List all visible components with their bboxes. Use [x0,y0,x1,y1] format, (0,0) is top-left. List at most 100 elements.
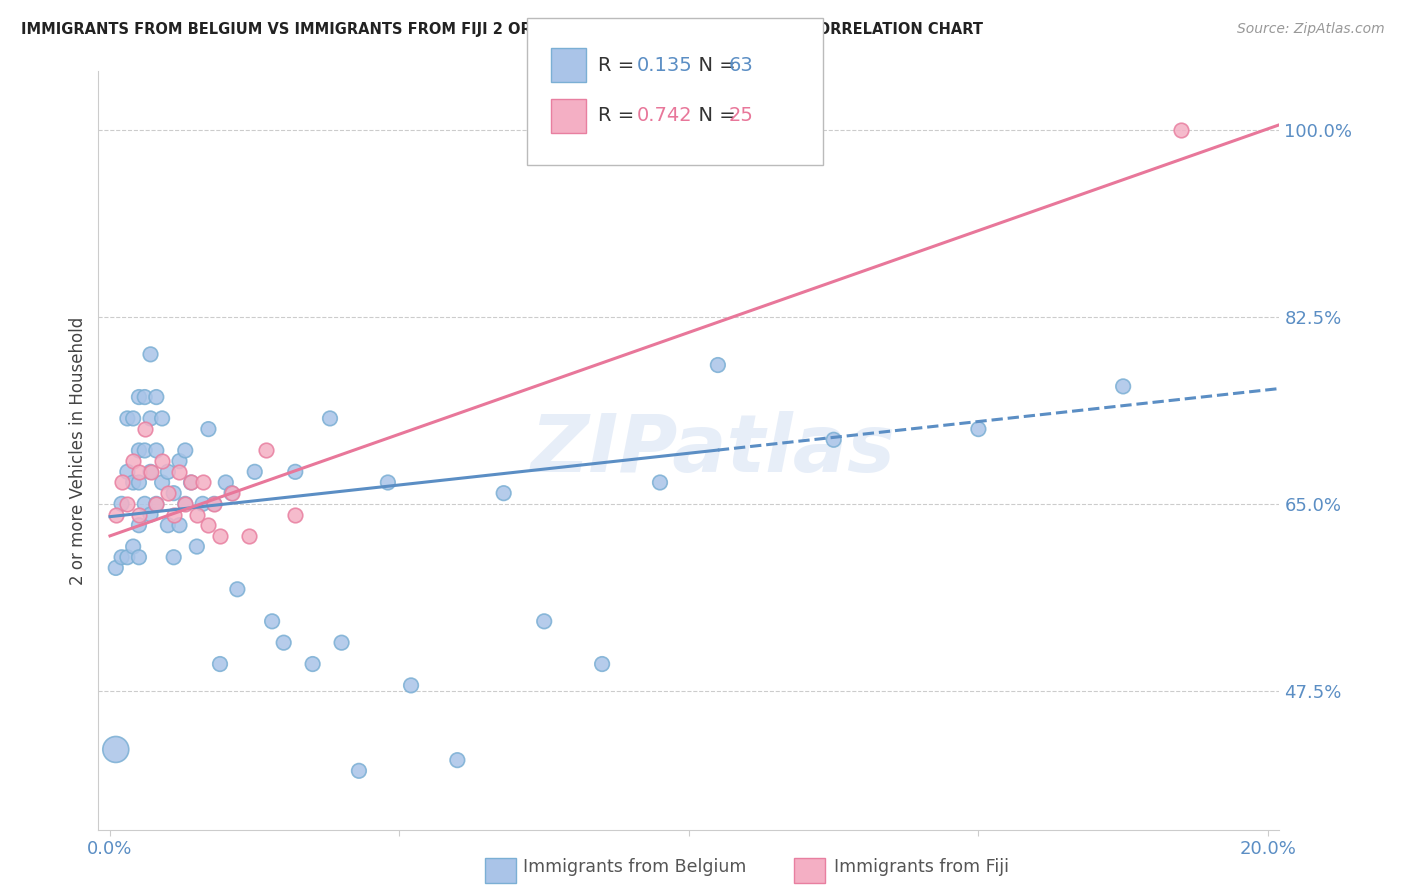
Point [967,422,990,436]
Point [648,475,671,490]
Point [134,497,156,511]
Point [128,475,150,490]
Point [145,497,167,511]
Point [145,443,167,458]
Point [139,347,162,361]
Point [110,475,132,490]
Point [191,475,214,490]
Point [117,550,139,565]
Point [202,497,225,511]
Point [174,497,197,511]
Text: 0.135: 0.135 [637,55,693,75]
Point [169,454,191,468]
Point [823,433,845,447]
Text: R =: R = [598,55,640,75]
Point [134,390,156,404]
Point [134,422,156,436]
Point [446,753,468,767]
Point [180,475,202,490]
Point [221,486,243,500]
Point [139,465,162,479]
Point [117,465,139,479]
Point [150,475,173,490]
Point [163,508,186,522]
Point [202,497,225,511]
Point [128,443,150,458]
Text: ZIPatlas: ZIPatlas [530,411,896,490]
Point [262,615,284,629]
Point [128,465,150,479]
Point [215,475,238,490]
Point [110,550,132,565]
Point [226,582,249,597]
Text: 63: 63 [728,55,754,75]
Point [1112,379,1135,393]
Point [128,518,150,533]
Point [150,454,173,468]
Point [163,550,186,565]
Point [145,390,167,404]
Point [117,411,139,425]
Point [156,518,179,533]
Y-axis label: 2 or more Vehicles in Household: 2 or more Vehicles in Household [69,317,87,584]
Text: N =: N = [686,106,742,126]
Point [284,508,307,522]
Point [197,422,219,436]
Point [156,486,179,500]
Point [208,529,231,543]
Point [191,497,214,511]
Text: Source: ZipAtlas.com: Source: ZipAtlas.com [1237,22,1385,37]
Point [122,475,145,490]
Point [238,529,260,543]
Point [301,657,323,671]
Point [128,390,150,404]
Point [197,518,219,533]
Point [122,454,145,468]
Point [347,764,370,778]
Point [591,657,613,671]
Text: R =: R = [598,106,640,126]
Point [273,635,295,649]
Point [169,518,191,533]
Point [156,465,179,479]
Text: N =: N = [686,55,742,75]
Point [134,443,156,458]
Point [139,411,162,425]
Point [186,508,208,522]
Point [284,465,307,479]
Point [186,540,208,554]
Point [174,497,197,511]
Point [1170,123,1192,137]
Text: 0.742: 0.742 [637,106,693,126]
Point [174,443,197,458]
Point [104,561,127,575]
Point [330,635,353,649]
Point [221,486,243,500]
Point [122,540,145,554]
Text: Immigrants from Belgium: Immigrants from Belgium [523,858,747,876]
Point [139,508,162,522]
Point [128,550,150,565]
Text: 25: 25 [728,106,754,126]
Point [399,678,422,692]
Point [139,465,162,479]
Point [163,486,186,500]
Point [104,742,127,756]
Point [707,358,730,372]
Point [169,465,191,479]
Point [492,486,515,500]
Text: Immigrants from Fiji: Immigrants from Fiji [834,858,1008,876]
Point [243,465,266,479]
Point [208,657,231,671]
Point [117,497,139,511]
Point [254,443,277,458]
Point [104,508,127,522]
Point [377,475,399,490]
Point [533,615,555,629]
Point [122,411,145,425]
Point [128,508,150,522]
Point [150,411,173,425]
Point [145,497,167,511]
Point [319,411,342,425]
Point [110,497,132,511]
